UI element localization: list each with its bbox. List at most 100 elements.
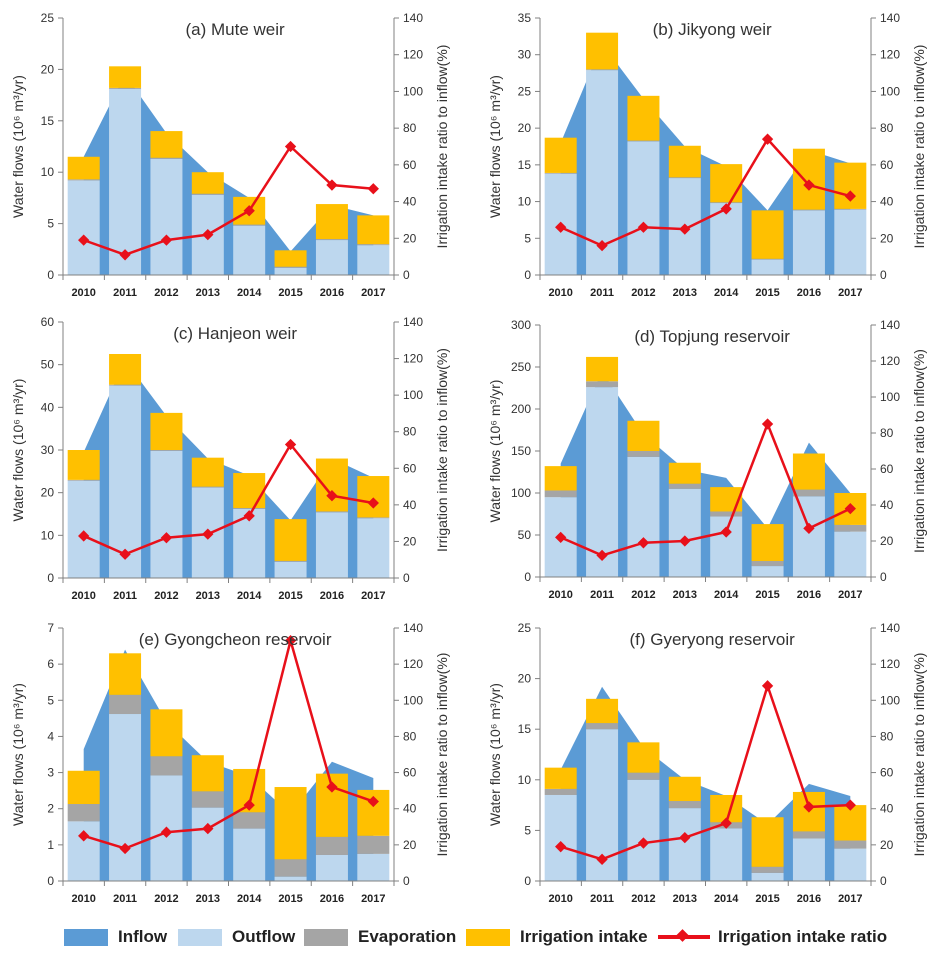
legend-outflow-label: Outflow xyxy=(232,927,296,946)
outflow-bar xyxy=(792,496,825,577)
evaporation-bar xyxy=(150,450,183,451)
y-tick-label-right: 80 xyxy=(880,729,894,743)
y-tick-label-right: 0 xyxy=(403,571,410,585)
irrigation-intake-bar xyxy=(834,805,867,841)
x-tick-label: 2017 xyxy=(838,287,862,299)
x-tick-label: 2013 xyxy=(196,893,220,905)
chart-panel-3: 0 10 20 30 40 50 60 0 20 40 60 80 100 120 140 2010 2011 2… xyxy=(10,315,450,602)
irrigation-intake-bar xyxy=(109,354,142,385)
y-tick-label-right: 40 xyxy=(403,498,417,512)
ratio-marker xyxy=(202,822,214,835)
irrigation-intake-bar xyxy=(109,653,142,695)
legend-ratio-line xyxy=(658,927,710,947)
y-axis-label-left: Water flows (10⁶ m³/yr) xyxy=(487,683,503,826)
outflow-bar xyxy=(627,456,660,577)
y-tick-label-left: 35 xyxy=(518,11,532,25)
ratio-marker xyxy=(367,497,379,509)
ratio-marker xyxy=(761,418,774,430)
y-tick-label-left: 150 xyxy=(511,444,531,458)
evaporation-bar xyxy=(191,486,224,488)
y-tick-label-left: 300 xyxy=(511,318,531,332)
y-tick-label-right: 60 xyxy=(403,766,417,780)
x-tick-label: 2016 xyxy=(320,287,344,299)
x-tick-label: 2011 xyxy=(590,287,614,299)
ratio-marker xyxy=(367,795,379,808)
evaporation-bar xyxy=(315,239,348,241)
legend-evaporation-label: Evaporation xyxy=(358,927,457,946)
chart-title: (e) Gyongcheon reservoir xyxy=(139,630,332,649)
y-tick-label-left: 5 xyxy=(47,217,54,231)
chart-panel-2: 0 5 10 15 20 25 30 35 0 20 40 60 80 100 120 140 2010 2011… xyxy=(487,11,927,299)
outflow-bar xyxy=(710,828,743,881)
ratio-marker xyxy=(679,535,691,547)
x-tick-label: 2012 xyxy=(631,893,655,905)
y-tick-label-right: 20 xyxy=(403,231,417,245)
irrigation-intake-bar xyxy=(586,698,619,724)
evaporation-bar xyxy=(109,384,142,386)
evaporation-bar xyxy=(109,694,142,715)
legend-irrigation-label: Irrigation intake xyxy=(520,927,648,946)
x-tick-label: 2013 xyxy=(673,589,697,601)
y-tick-label-right: 40 xyxy=(880,195,894,209)
x-tick-label: 2012 xyxy=(154,287,178,299)
y-tick-label-left: 20 xyxy=(518,672,532,686)
x-tick-label: 2015 xyxy=(278,893,302,905)
y-tick-label-left: 0 xyxy=(524,268,531,282)
irrigation-intake-bar xyxy=(357,476,390,518)
y-axis-label-left: Water flows (10⁶ m³/yr) xyxy=(487,380,503,523)
y-tick-label-right: 100 xyxy=(403,693,423,707)
y-tick-label-right: 140 xyxy=(880,621,900,635)
legend-irrigation-swatch xyxy=(466,928,510,946)
outflow-bar xyxy=(67,480,100,578)
y-tick-label-left: 3 xyxy=(47,766,54,780)
x-tick-label: 2011 xyxy=(113,590,137,602)
legend-inflow-label: Inflow xyxy=(118,927,168,946)
y-axis-label-right: Irrigation intake ratio to inflow(%) xyxy=(434,653,450,857)
y-axis-label-left: Water flows (10⁶ m³/yr) xyxy=(10,75,26,218)
y-tick-label-right: 40 xyxy=(403,802,417,816)
y-tick-label-right: 60 xyxy=(880,766,894,780)
x-tick-label: 2010 xyxy=(548,589,572,601)
x-tick-label: 2016 xyxy=(797,589,821,601)
chart-title: (c) Hanjeon weir xyxy=(173,324,297,343)
y-tick-label-right: 100 xyxy=(880,693,900,707)
irrigation-intake-bar xyxy=(274,787,307,860)
y-tick-label-right: 120 xyxy=(880,354,900,368)
y-tick-label-left: 0 xyxy=(524,874,531,888)
y-tick-label-left: 15 xyxy=(518,722,532,736)
ratio-marker xyxy=(243,205,255,217)
outflow-bar xyxy=(357,245,390,275)
evaporation-bar xyxy=(274,266,307,268)
x-tick-label: 2016 xyxy=(797,893,821,905)
y-tick-label-left: 15 xyxy=(518,158,532,172)
y-tick-label-right: 60 xyxy=(880,158,894,172)
outflow-bar xyxy=(109,88,142,275)
outflow-bar xyxy=(150,158,183,275)
evaporation-bar xyxy=(109,87,142,89)
y-tick-label-right: 140 xyxy=(403,315,423,329)
y-tick-label-left: 50 xyxy=(518,528,532,542)
evaporation-bar xyxy=(668,801,701,809)
x-tick-label: 2017 xyxy=(838,589,862,601)
ratio-marker xyxy=(284,140,297,153)
outflow-bar xyxy=(315,512,348,578)
ratio-marker xyxy=(243,799,255,811)
irrigation-intake-bar xyxy=(751,210,784,259)
ratio-marker xyxy=(160,826,173,838)
evaporation-bar xyxy=(751,561,784,567)
evaporation-bar xyxy=(67,179,100,181)
legend-outflow: Outflow xyxy=(178,922,295,952)
ratio-marker xyxy=(679,223,691,235)
x-tick-label: 2013 xyxy=(196,590,220,602)
y-tick-label-left: 40 xyxy=(41,400,55,414)
ratio-marker xyxy=(637,221,650,233)
outflow-bar xyxy=(315,240,348,275)
y-tick-label-right: 0 xyxy=(403,268,410,282)
ratio-marker xyxy=(326,781,338,793)
y-tick-label-left: 25 xyxy=(518,84,532,98)
chart-legend: Inflow Outflow Evaporation Irrigation in… xyxy=(60,922,920,952)
ratio-line xyxy=(83,635,374,850)
ratio-marker xyxy=(720,203,732,215)
legend-irrigation-intake: Irrigation intake xyxy=(466,922,648,952)
x-tick-label: 2013 xyxy=(673,287,697,299)
